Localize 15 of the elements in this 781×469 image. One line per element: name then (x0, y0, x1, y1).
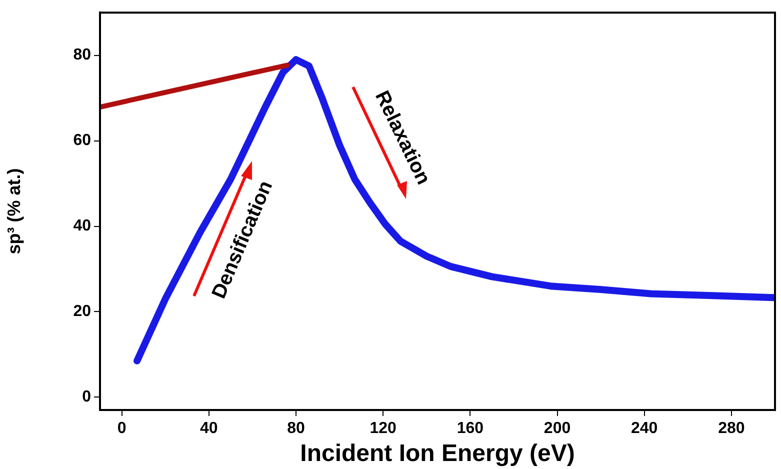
x-tick-label: 200 (544, 420, 571, 438)
x-tick-label: 80 (287, 420, 305, 438)
y-tick-label: 0 (82, 388, 92, 406)
x-tick-label: 160 (456, 420, 484, 438)
x-tick-label: 0 (117, 420, 126, 438)
x-tick-label: 280 (718, 420, 745, 438)
y-tick-label: 80 (73, 46, 92, 64)
y-tick-label: 60 (73, 132, 92, 150)
y-axis-title: sp³ (% at.) (4, 168, 24, 254)
x-tick-label: 120 (370, 420, 397, 438)
y-tick-label: 20 (73, 303, 92, 320)
x-axis-title: Incident Ion Energy (eV) (300, 440, 575, 468)
y-tick-label: 40 (73, 218, 92, 235)
x-tick-label: 240 (631, 420, 658, 438)
x-tick-label: 40 (200, 420, 218, 438)
